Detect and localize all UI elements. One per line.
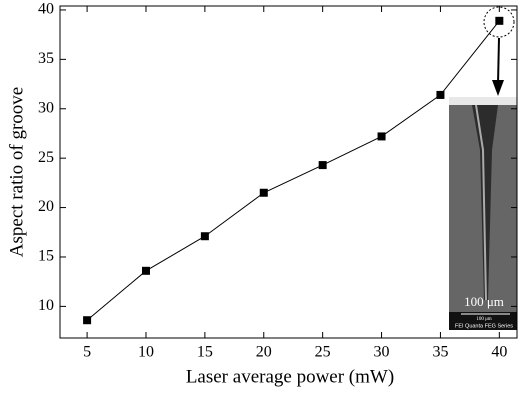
y-tick-label: 30 xyxy=(38,99,54,116)
x-tick-label: 10 xyxy=(138,344,154,361)
y-tick-label: 20 xyxy=(38,198,54,215)
x-tick-label: 20 xyxy=(256,344,272,361)
data-marker xyxy=(142,267,150,275)
y-tick-label: 35 xyxy=(38,50,54,67)
y-tick-label: 15 xyxy=(38,248,54,265)
data-marker xyxy=(378,132,386,140)
arrowhead xyxy=(492,80,504,96)
y-tick-label: 40 xyxy=(38,1,54,18)
y-axis-label: Aspect ratio of groove xyxy=(6,87,27,257)
arrow xyxy=(498,38,499,84)
x-tick-label: 35 xyxy=(432,344,448,361)
y-tick-label: 10 xyxy=(38,297,54,314)
x-tick-label: 40 xyxy=(491,344,507,361)
inset-scale-small: 100 μm xyxy=(476,317,491,322)
x-axis-label: Laser average power (mW) xyxy=(186,366,394,387)
inset-scale-label: 100 μm xyxy=(464,294,504,309)
x-tick-label: 30 xyxy=(374,344,390,361)
data-marker xyxy=(319,161,327,169)
plot-frame xyxy=(60,6,517,338)
data-marker xyxy=(495,17,503,25)
data-marker xyxy=(436,91,444,99)
data-marker xyxy=(83,316,91,324)
x-tick-label: 15 xyxy=(197,344,213,361)
chart: 100 μm 100 μm FEI Quanta FEG Series Lase… xyxy=(0,0,521,394)
y-tick-label: 25 xyxy=(38,149,54,166)
data-marker xyxy=(201,232,209,240)
x-tick-label: 25 xyxy=(315,344,331,361)
data-marker xyxy=(260,189,268,197)
x-tick-label: 5 xyxy=(83,344,91,361)
data-line xyxy=(87,21,499,320)
inset-caption: FEI Quanta FEG Series xyxy=(455,323,513,329)
